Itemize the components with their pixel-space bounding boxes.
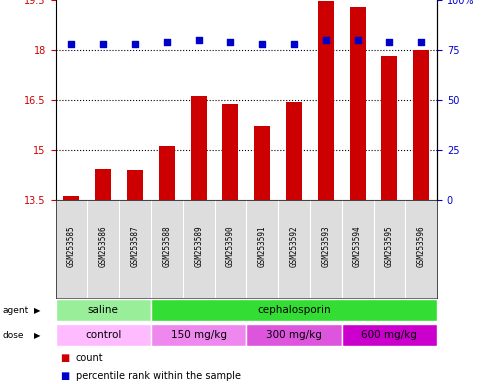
Text: GSM253593: GSM253593 — [321, 226, 330, 268]
Text: GSM253585: GSM253585 — [67, 226, 76, 268]
Point — [195, 37, 202, 43]
Bar — [191, 96, 207, 200]
Text: percentile rank within the sample: percentile rank within the sample — [76, 371, 241, 381]
Point — [354, 37, 361, 43]
Bar — [286, 101, 302, 200]
Bar — [56, 324, 151, 346]
Text: GSM253592: GSM253592 — [289, 226, 298, 268]
Text: GSM253590: GSM253590 — [226, 226, 235, 268]
Bar — [342, 324, 437, 346]
Text: ■: ■ — [60, 371, 70, 381]
Text: 300 mg/kg: 300 mg/kg — [266, 330, 322, 340]
Text: 150 mg/kg: 150 mg/kg — [170, 330, 227, 340]
Text: GSM253595: GSM253595 — [385, 226, 394, 268]
Text: GSM253591: GSM253591 — [258, 226, 267, 268]
Bar — [151, 324, 246, 346]
Text: GSM253589: GSM253589 — [194, 226, 203, 268]
Point — [131, 41, 139, 47]
Bar — [382, 56, 398, 200]
Text: GSM253586: GSM253586 — [99, 226, 108, 268]
Text: ■: ■ — [60, 353, 70, 363]
Point — [417, 39, 425, 45]
Text: GSM253594: GSM253594 — [353, 226, 362, 268]
Bar — [127, 170, 143, 200]
Text: saline: saline — [88, 305, 119, 315]
Text: GSM253587: GSM253587 — [130, 226, 140, 268]
Point — [322, 37, 330, 43]
Bar — [350, 7, 366, 200]
Text: dose: dose — [2, 331, 24, 339]
Bar — [95, 169, 111, 200]
Text: GSM253588: GSM253588 — [162, 226, 171, 268]
Bar — [151, 299, 437, 321]
Point — [258, 41, 266, 47]
Point — [99, 41, 107, 47]
Text: cephalosporin: cephalosporin — [257, 305, 331, 315]
Point — [163, 39, 170, 45]
Point — [68, 41, 75, 47]
Point — [290, 41, 298, 47]
Text: agent: agent — [2, 306, 28, 314]
Bar — [159, 146, 175, 200]
Text: 600 mg/kg: 600 mg/kg — [361, 330, 417, 340]
Bar — [246, 324, 342, 346]
Text: ▶: ▶ — [34, 331, 41, 339]
Text: control: control — [85, 330, 121, 340]
Text: GSM253596: GSM253596 — [417, 226, 426, 268]
Bar — [318, 1, 334, 200]
Point — [227, 39, 234, 45]
Bar — [63, 196, 79, 200]
Point — [385, 39, 393, 45]
Text: count: count — [76, 353, 103, 363]
Bar — [56, 299, 151, 321]
Bar — [254, 126, 270, 200]
Bar — [413, 50, 429, 200]
Bar — [223, 104, 239, 200]
Text: ▶: ▶ — [34, 306, 41, 314]
